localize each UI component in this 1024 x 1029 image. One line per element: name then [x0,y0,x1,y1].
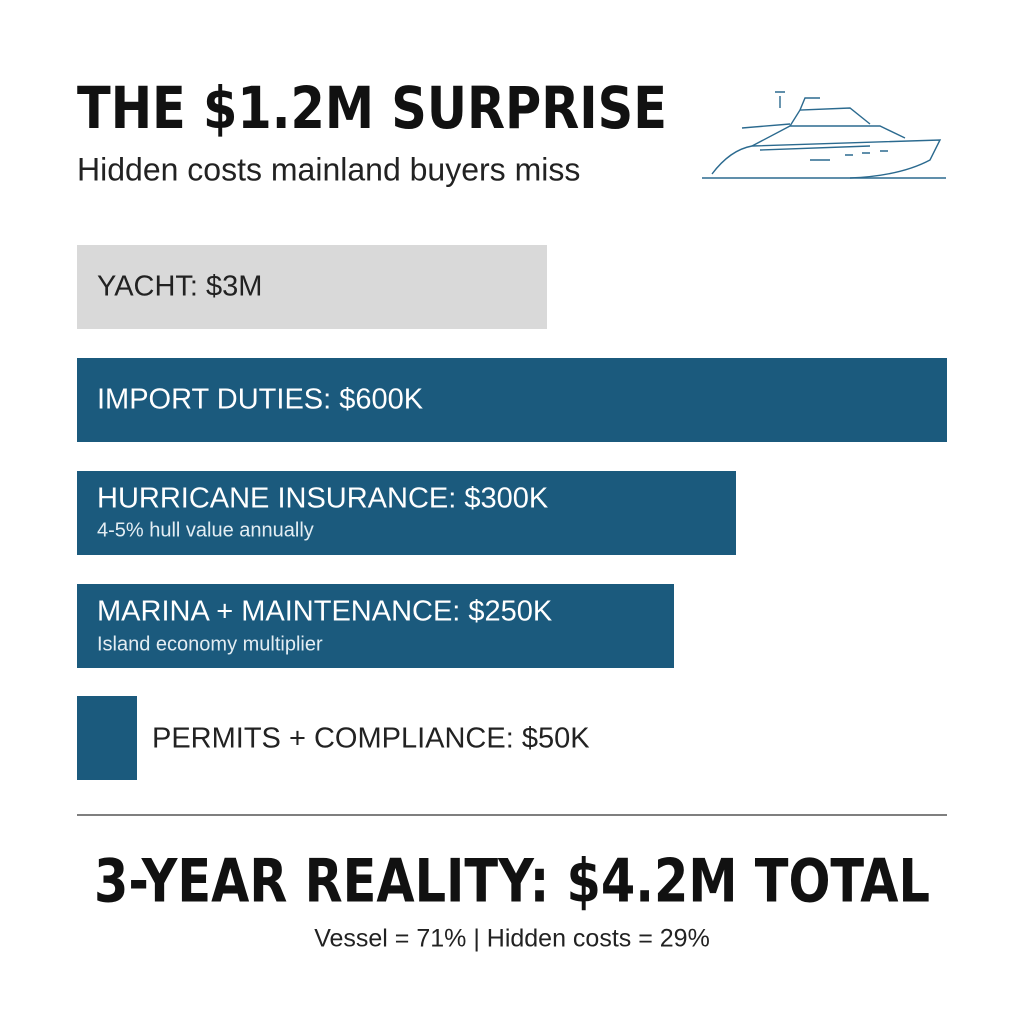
item-label: MARINA + MAINTENANCE: $250K [97,596,553,628]
bar-import [77,358,947,442]
footer-note: Vessel = 71% | Hidden costs = 29% [314,925,710,953]
subtitle: Hidden costs mainland buyers miss [77,151,580,187]
footer-headline: 3-YEAR REALITY: $4.2M TOTAL [94,847,930,917]
item-note: Island economy multiplier [97,633,323,655]
bar-insurance [77,471,736,555]
bar-marina [77,584,674,668]
item-label: HURRICANE INSURANCE: $300K [97,483,549,515]
item-note: 4-5% hull value annually [97,519,314,541]
yacht-icon [702,91,946,179]
item-label: YACHT: $3M [97,271,262,303]
bar-yacht [77,245,547,329]
item-label: PERMITS + COMPLIANCE: $50K [152,723,590,755]
bar-permits [77,696,137,780]
item-label: IMPORT DUTIES: $600K [97,384,424,416]
title: THE $1.2M SURPRISE [77,74,667,142]
